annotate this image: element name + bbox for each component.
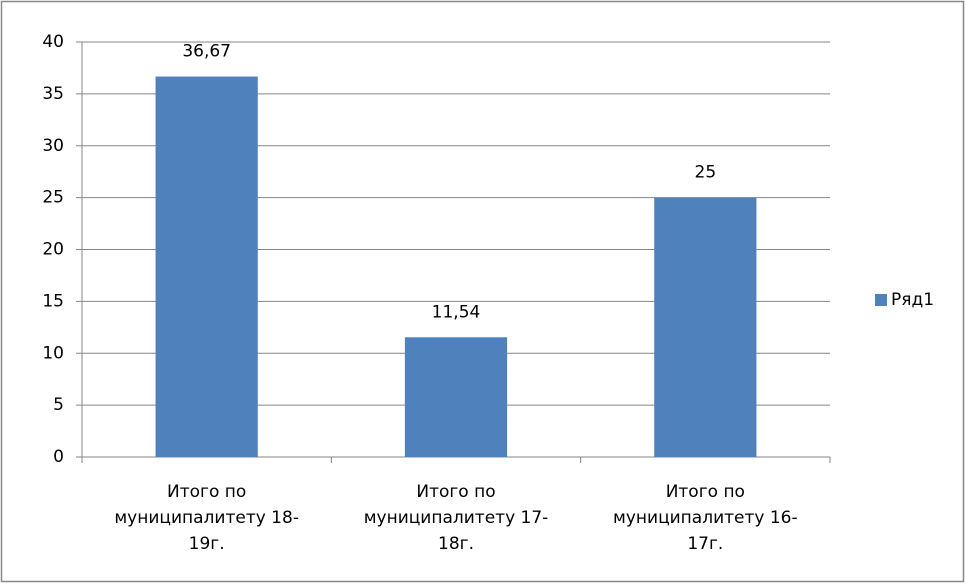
bar	[654, 197, 757, 457]
data-label: 25	[695, 163, 717, 183]
y-tick-label: 0	[53, 447, 64, 467]
y-tick-label: 10	[42, 343, 64, 363]
legend-label: Ряд1	[891, 290, 934, 310]
x-tick-label: Итого по муниципалитету 18- 19г.	[114, 482, 299, 554]
y-tick-label: 40	[42, 32, 64, 52]
y-tick-label: 5	[53, 395, 64, 415]
y-tick-label: 35	[42, 84, 64, 104]
y-tick-label: 20	[42, 240, 64, 260]
x-tick-label: Итого по муниципалитету 17- 18г.	[363, 482, 549, 554]
y-tick-label: 30	[42, 136, 64, 156]
legend-swatch	[875, 294, 887, 306]
bar	[155, 76, 258, 457]
y-tick-label: 25	[42, 188, 64, 208]
data-label: 36,67	[182, 42, 231, 62]
bar	[404, 337, 508, 457]
y-tick-label: 15	[42, 291, 64, 311]
data-label: 11,54	[432, 302, 481, 322]
x-tick-label: Итого по муниципалитету 16- 17г.	[613, 482, 798, 554]
